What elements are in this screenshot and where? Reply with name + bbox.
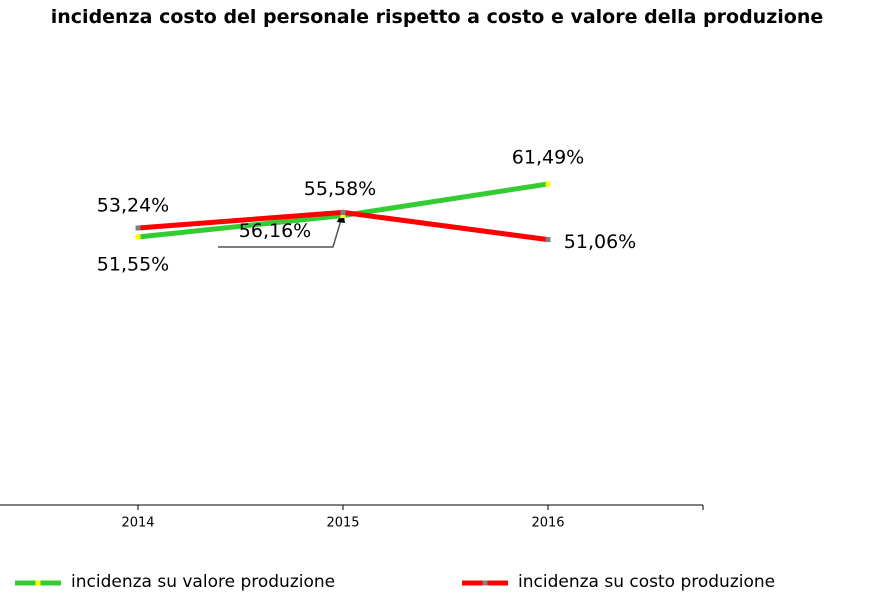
legend-label: incidenza su valore produzione — [71, 572, 335, 592]
label-leader — [218, 219, 342, 248]
point-marker — [340, 209, 346, 215]
value-label: 51,06% — [564, 231, 636, 253]
point-marker — [340, 213, 346, 219]
value-label: 51,55% — [97, 253, 169, 275]
point-marker — [545, 237, 551, 243]
value-label: 61,49% — [512, 147, 584, 169]
legend-marker — [482, 580, 488, 586]
x-tick-label: 2015 — [326, 516, 359, 531]
x-tick-label: 2014 — [121, 516, 154, 531]
legend-label: incidenza su costo produzione — [518, 572, 775, 592]
point-marker — [545, 181, 551, 187]
legend-marker — [35, 580, 41, 586]
chart-title-box: incidenza costo del personale rispetto a… — [0, 4, 874, 30]
point-marker — [135, 225, 141, 231]
x-tick-label: 2016 — [531, 516, 564, 531]
value-label: 53,24% — [97, 194, 169, 216]
point-marker — [135, 234, 141, 240]
value-label: 56,16% — [239, 220, 311, 242]
value-label: 55,58% — [304, 178, 376, 200]
chart-title: incidenza costo del personale rispetto a… — [50, 6, 824, 28]
